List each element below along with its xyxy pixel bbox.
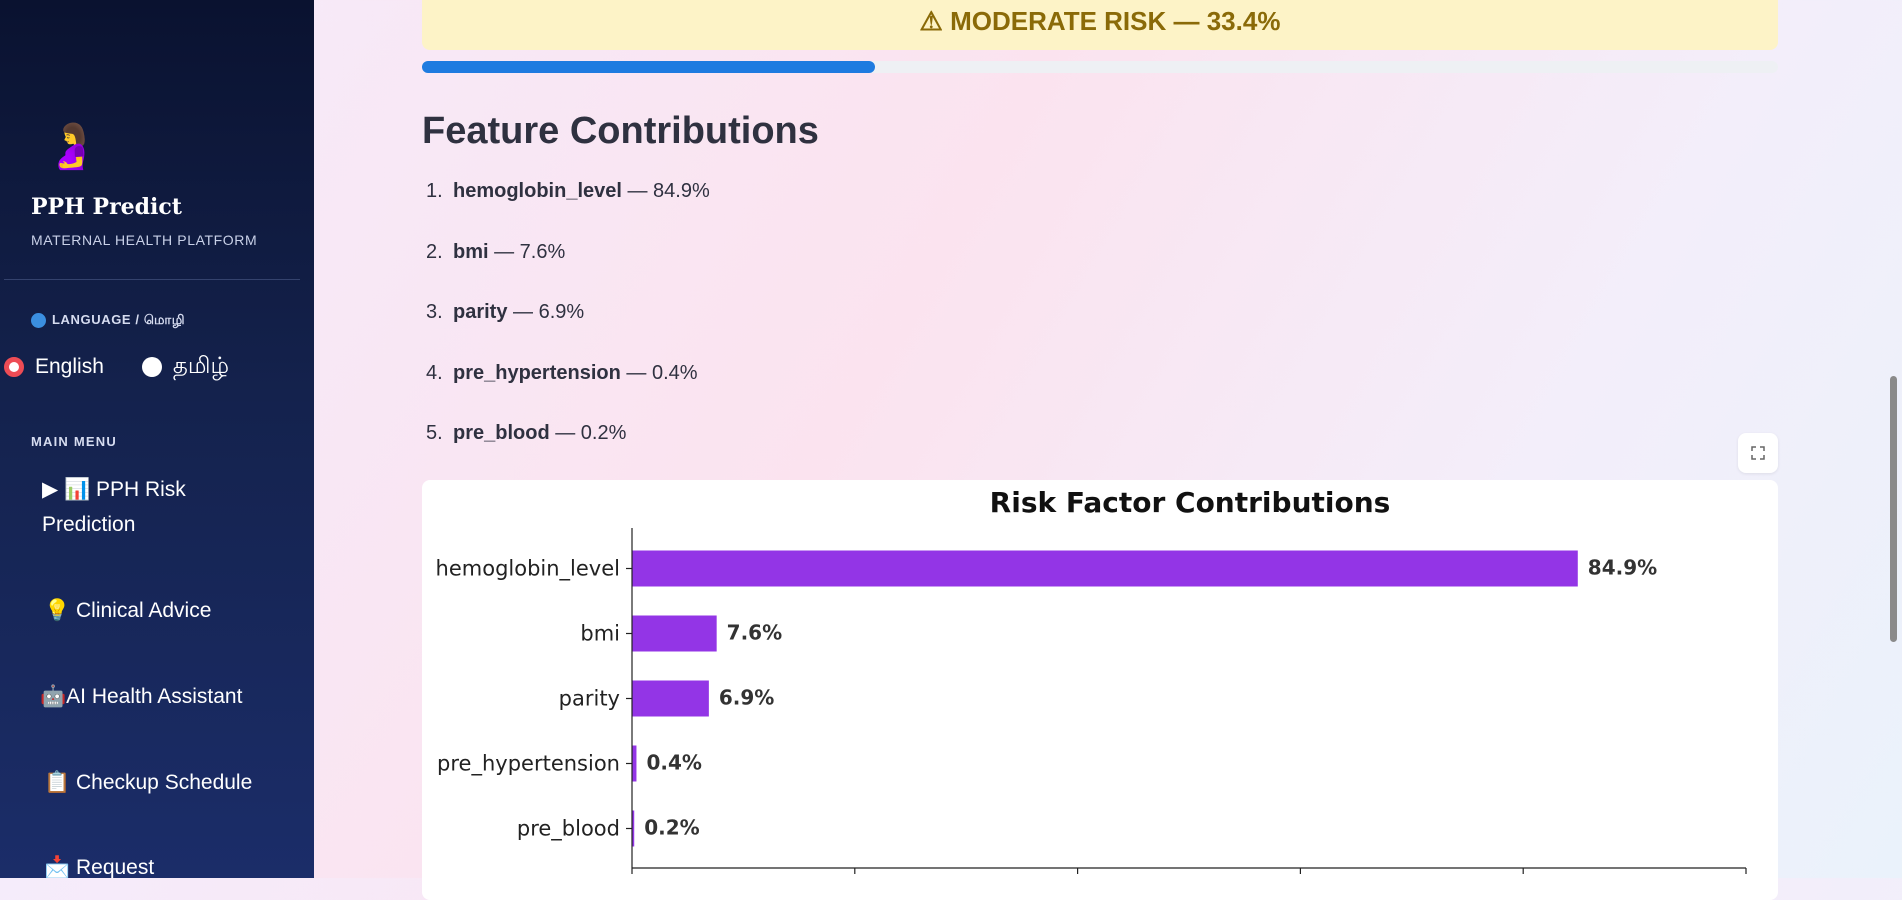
list-item: 3. parity — 6.9% (426, 301, 710, 362)
y-tick-label: bmi (580, 622, 620, 646)
data-label: 7.6% (727, 621, 782, 645)
fullscreen-button[interactable] (1738, 433, 1778, 473)
nav-item-clinical-advice[interactable]: 💡 Clinical Advice (44, 599, 212, 622)
feature-value: — 0.4% (626, 361, 698, 384)
list-rank: 1. (426, 180, 443, 202)
data-label: 0.2% (644, 816, 699, 840)
nav-item-request[interactable]: 📩 Request (44, 856, 155, 878)
nav-item-ai-health-assistant[interactable]: 🤖AI Health Assistant (40, 685, 243, 708)
chart-bar (632, 615, 717, 652)
risk-progress-bar (422, 61, 1778, 73)
chart-bar (632, 810, 635, 847)
nav-item-pph-risk-label-line1: ▶ 📊 PPH Risk (42, 478, 186, 501)
language-section-title: LANGUAGE / மொழி (31, 312, 185, 329)
feature-name: bmi (453, 240, 489, 263)
sidebar: 🤰 PPH Predict MATERNAL HEALTH PLATFORM L… (0, 0, 314, 878)
list-rank: 2. (426, 240, 443, 263)
feature-value: — 0.2% (555, 422, 627, 444)
feature-name: pre_blood (453, 422, 550, 444)
chart-svg: Risk Factor Contributions hemoglobin_leve… (436, 486, 1747, 874)
feature-value: — 84.9% (627, 180, 710, 202)
chart-bar (632, 550, 1578, 587)
pregnant-person-icon: 🤰 (44, 122, 99, 171)
list-item: 4. pre_hypertension — 0.4% (426, 362, 710, 423)
chart-title: Risk Factor Contributions (990, 486, 1391, 519)
y-tick-label: hemoglobin_level (436, 557, 620, 582)
risk-banner-text: ⚠ MODERATE RISK — 33.4% (919, 5, 1281, 36)
nav-item-checkup-schedule[interactable]: 📋 Checkup Schedule (44, 771, 253, 794)
list-item: 2. bmi — 7.6% (426, 241, 710, 302)
data-label: 6.9% (719, 686, 774, 710)
risk-banner: ⚠ MODERATE RISK — 33.4% (422, 0, 1778, 50)
y-tick-label: parity (559, 687, 620, 711)
data-label: 0.4% (646, 751, 701, 775)
radio-tamil[interactable] (141, 357, 162, 377)
brand-tagline: MATERNAL HEALTH PLATFORM (31, 232, 258, 248)
feature-value: — 6.9% (513, 301, 585, 323)
expand-icon (1751, 446, 1765, 460)
chart-bar (632, 680, 709, 717)
risk-factor-chart: Risk Factor Contributions hemoglobin_leve… (422, 480, 1778, 900)
nav-item-pph-risk-prediction[interactable]: ▶ 📊 PPH Risk Prediction (42, 472, 186, 542)
list-rank: 3. (426, 301, 443, 323)
y-tick-label: pre_blood (517, 817, 620, 842)
radio-tamil-label[interactable]: தமிழ் (172, 352, 230, 378)
language-title-text: LANGUAGE / மொழி (52, 312, 186, 327)
sidebar-divider (4, 279, 300, 280)
feature-value: — 7.6% (494, 240, 566, 263)
radio-english-label[interactable]: English (35, 355, 104, 378)
page-scrollbar[interactable] (1890, 376, 1897, 642)
language-radio-group: English தமிழ் (4, 352, 229, 382)
feature-name: hemoglobin_level (453, 180, 622, 202)
radio-english[interactable] (4, 357, 24, 377)
list-item: 5. pre_blood — 0.2% (426, 422, 710, 483)
section-title: Feature Contributions (422, 110, 819, 152)
data-label: 84.9% (1588, 556, 1657, 580)
brand-name: PPH Predict (31, 194, 182, 220)
feature-name: parity (453, 301, 508, 323)
chart-bar (632, 745, 637, 782)
list-rank: 4. (426, 361, 443, 384)
risk-progress-fill (422, 61, 875, 73)
nav-item-pph-risk-label-line2: Prediction (42, 513, 136, 536)
contribution-list: 1. hemoglobin_level — 84.9% 2. bmi — 7.6% … (426, 180, 710, 483)
main-menu-title: MAIN MENU (31, 434, 117, 449)
y-tick-label: pre_hypertension (437, 752, 620, 777)
list-rank: 5. (426, 422, 443, 444)
feature-name: pre_hypertension (453, 361, 621, 384)
list-item: 1. hemoglobin_level — 84.9% (426, 180, 710, 241)
globe-icon (31, 313, 46, 329)
